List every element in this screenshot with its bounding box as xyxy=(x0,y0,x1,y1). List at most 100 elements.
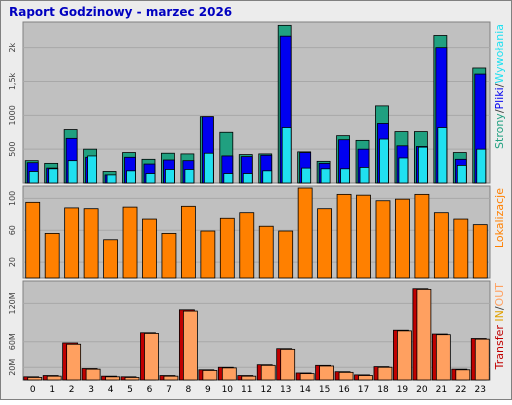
visits-bar xyxy=(239,212,255,279)
transfer-bar-out xyxy=(319,365,335,381)
transfer-bar-out xyxy=(85,368,101,381)
hits-bar-wywołania xyxy=(28,171,39,184)
hits-bar-wywołania xyxy=(456,165,467,184)
transfer-bar-out xyxy=(144,333,159,381)
visits-bar xyxy=(297,187,313,279)
visits-bar xyxy=(472,224,488,279)
transfer-ytick-label: 20M xyxy=(8,359,17,376)
x-tick-label: 22 xyxy=(455,385,466,395)
visits-bar xyxy=(356,194,371,279)
hits-bar-wywołania xyxy=(48,168,59,184)
visits-bar xyxy=(25,201,41,279)
hits-bar-wywołania xyxy=(359,167,370,184)
visits-bar xyxy=(433,212,449,279)
hits-ytick-label: 1,5k xyxy=(8,72,17,90)
transfer-legend-entry: / xyxy=(493,306,506,310)
transfer-legend: Transfer IN/OUT xyxy=(493,283,506,371)
hits-legend: Strony/Pliki/Wywołania xyxy=(493,24,506,149)
transfer-bar-out xyxy=(416,288,432,381)
visits-bar xyxy=(64,207,80,279)
x-tick-label: 9 xyxy=(205,385,211,395)
visits-bar xyxy=(395,198,410,279)
visits-ytick-label: 100 xyxy=(8,191,17,206)
chart-panels: 50010001,5k2kStrony/Pliki/Wywołania20601… xyxy=(8,21,506,395)
visits-legend: Lokalizacje xyxy=(493,188,506,248)
visits-bar xyxy=(142,218,157,279)
x-tick-label: 11 xyxy=(241,385,252,395)
hits-bar-wywołania xyxy=(165,169,175,184)
hits-bar-wywołania xyxy=(242,173,253,184)
visits-panel: 20 60 100 Lokalizacje xyxy=(8,185,506,279)
hits-legend-entry: Strony xyxy=(493,113,506,149)
hits-bar-wywołania xyxy=(301,167,312,184)
hits-bar-wywołania xyxy=(320,168,331,184)
transfer-legend-entry: Transfer xyxy=(493,325,506,371)
visits-bar xyxy=(278,230,294,279)
visits-bar xyxy=(219,217,235,279)
x-tick-label: 16 xyxy=(338,385,350,395)
transfer-panel: 20M 60M 120M Transfer IN/OUT xyxy=(8,280,506,381)
transfer-bar-out xyxy=(124,377,140,381)
visits-ytick-label: 20 xyxy=(8,257,17,267)
hits-bar-wywołania xyxy=(398,157,409,184)
transfer-bar-out xyxy=(27,377,43,381)
hits-ytick-label: 500 xyxy=(8,142,17,157)
transfer-bar-out xyxy=(260,364,276,381)
hits-bar-wywołania xyxy=(281,127,292,184)
x-tick-label: 18 xyxy=(377,385,389,395)
chart-title: Raport Godzinowy - marzec 2026 xyxy=(9,5,232,19)
transfer-ytick-label: 120M xyxy=(8,292,17,314)
transfer-bar-out xyxy=(338,371,354,381)
x-tick-label: 20 xyxy=(416,385,428,395)
hits-plot-area xyxy=(22,21,491,184)
x-tick-label: 17 xyxy=(358,385,369,395)
x-tick-label: 21 xyxy=(436,385,447,395)
visits-bar xyxy=(44,232,60,279)
hits-bar-wywołania xyxy=(417,146,428,184)
x-tick-label: 3 xyxy=(88,385,94,395)
visits-bar xyxy=(453,218,469,279)
hits-bar-wywołania xyxy=(379,138,389,184)
transfer-legend-entry: IN xyxy=(493,310,506,321)
hits-legend-entry: Wywołania xyxy=(493,24,506,84)
hits-bar-wywołania xyxy=(476,148,487,184)
x-tick-label: 14 xyxy=(299,385,311,395)
x-tick-label: 4 xyxy=(108,385,114,395)
hits-bar-wywołania xyxy=(262,170,273,184)
transfer-bar-out xyxy=(280,348,296,381)
visits-bar xyxy=(161,232,177,279)
visits-bar xyxy=(180,205,196,279)
transfer-bar-out xyxy=(221,367,237,381)
transfer-ytick-label: 60M xyxy=(8,333,17,350)
x-tick-label: 13 xyxy=(280,385,291,395)
hits-bar-wywołania xyxy=(67,160,78,184)
visits-legend-entry: Lokalizacje xyxy=(493,188,506,248)
transfer-bar-out xyxy=(435,334,451,381)
x-tick-label: 12 xyxy=(261,385,272,395)
visits-bar xyxy=(375,200,391,279)
visits-ytick-label: 60 xyxy=(8,225,17,235)
transfer-bar-out xyxy=(474,338,490,381)
hits-legend-entry: / xyxy=(493,109,506,113)
hits-bar-wywołania xyxy=(340,168,350,184)
x-tick-label: 6 xyxy=(147,385,153,395)
x-tick-label: 5 xyxy=(127,385,133,395)
visits-bar xyxy=(122,206,138,279)
visits-bar xyxy=(200,230,216,279)
transfer-bar-out xyxy=(182,310,198,381)
transfer-bar-out xyxy=(241,375,257,381)
visits-bar xyxy=(258,225,274,279)
transfer-plot-area xyxy=(22,280,491,381)
hits-legend-entry: Pliki xyxy=(493,87,506,109)
hits-bar-wywołania xyxy=(145,173,156,184)
visits-bar xyxy=(103,239,118,279)
x-tick-label: 2 xyxy=(69,385,75,395)
transfer-bar-out xyxy=(299,373,315,381)
transfer-bar-out xyxy=(105,376,120,381)
visits-bar xyxy=(317,208,333,279)
x-tick-label: 19 xyxy=(397,385,409,395)
x-tick-label: 7 xyxy=(166,385,172,395)
